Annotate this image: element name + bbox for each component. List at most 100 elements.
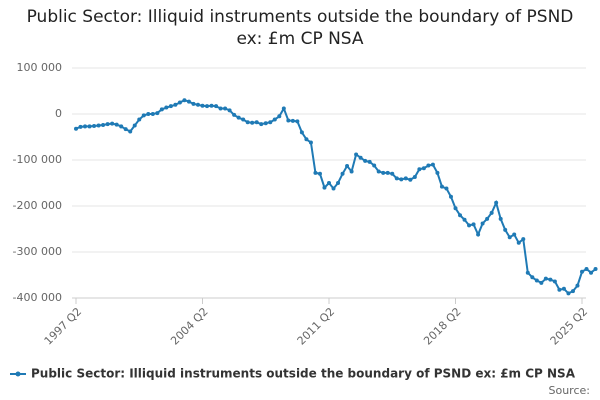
data-point	[394, 176, 399, 181]
data-point	[561, 286, 566, 291]
data-point	[593, 267, 598, 272]
data-point	[304, 137, 309, 142]
data-point	[177, 100, 182, 105]
data-point	[322, 185, 327, 190]
data-point	[336, 181, 341, 185]
data-point	[367, 159, 372, 164]
data-point	[372, 163, 377, 168]
source: Source:	[549, 384, 591, 397]
data-point	[516, 240, 521, 245]
data-point	[186, 99, 191, 104]
data-point	[317, 171, 322, 176]
data-point	[92, 123, 97, 128]
data-point	[476, 232, 481, 237]
data-point	[299, 130, 304, 135]
data-point	[119, 124, 124, 129]
data-point	[74, 126, 78, 131]
data-point	[272, 117, 277, 122]
data-point	[480, 221, 485, 226]
data-point	[110, 121, 115, 126]
data-point	[232, 112, 237, 117]
y-tick-label: -200 000	[13, 199, 62, 212]
data-point	[286, 118, 291, 123]
data-point	[584, 267, 589, 272]
data-point	[363, 158, 368, 163]
data-point	[146, 112, 151, 116]
data-point	[349, 169, 354, 174]
data-point	[345, 163, 350, 168]
data-point	[168, 104, 173, 109]
data-point	[214, 104, 219, 109]
data-point	[245, 120, 250, 125]
data-point	[173, 102, 178, 107]
data-point	[137, 117, 142, 122]
data-point	[430, 162, 435, 167]
data-point	[209, 103, 214, 108]
y-tick-label: -300 000	[13, 245, 62, 258]
legend-marker	[15, 371, 21, 377]
data-point	[426, 163, 431, 168]
data-point	[241, 117, 246, 122]
data-point	[589, 270, 594, 275]
data-point	[78, 124, 83, 129]
data-point	[87, 124, 92, 129]
data-point	[580, 269, 584, 274]
data-point	[462, 217, 467, 222]
data-point	[327, 181, 331, 185]
data-point	[512, 232, 517, 237]
data-point	[83, 124, 88, 129]
data-point	[195, 102, 200, 107]
data-point	[290, 118, 295, 123]
x-tick-label: 2004 Q2	[168, 305, 211, 348]
data-point	[390, 171, 395, 176]
x-tick-label: 1997 Q2	[42, 305, 85, 348]
data-point	[435, 170, 440, 175]
data-point	[295, 119, 300, 124]
data-point	[250, 120, 255, 125]
data-point	[268, 120, 273, 125]
data-point	[507, 235, 512, 240]
data-point	[205, 104, 210, 109]
data-point	[521, 237, 526, 242]
data-point	[150, 112, 155, 116]
data-point	[503, 227, 508, 232]
data-point	[467, 223, 472, 228]
y-tick-label: 0	[55, 107, 62, 120]
data-point	[566, 291, 571, 296]
data-point	[114, 122, 119, 127]
data-point	[308, 140, 313, 145]
data-point	[128, 129, 133, 134]
data-point	[458, 213, 463, 218]
data-point	[408, 177, 413, 182]
data-point	[155, 111, 160, 116]
data-point	[381, 170, 386, 175]
y-tick-label: -100 000	[13, 153, 62, 166]
y-tick-label: 100 000	[17, 61, 63, 74]
data-point	[313, 170, 318, 175]
data-point	[421, 166, 426, 171]
data-point	[403, 176, 408, 181]
data-point	[494, 200, 499, 205]
data-point	[453, 206, 458, 211]
data-point	[191, 101, 196, 106]
data-point	[281, 106, 286, 111]
data-point	[164, 105, 169, 110]
x-tick-label: 2011 Q2	[295, 305, 338, 348]
data-point	[354, 152, 359, 157]
data-point	[552, 279, 557, 284]
data-point	[376, 169, 381, 174]
data-point	[448, 194, 453, 199]
data-point	[417, 167, 422, 172]
data-point	[159, 107, 164, 112]
y-tick-label: -400 000	[13, 291, 62, 304]
data-point	[340, 171, 345, 176]
data-point	[570, 289, 575, 294]
data-point	[254, 120, 259, 125]
data-point	[132, 123, 137, 128]
data-point	[96, 123, 101, 128]
data-point	[399, 177, 404, 182]
data-point	[525, 270, 530, 275]
data-point	[498, 216, 503, 221]
